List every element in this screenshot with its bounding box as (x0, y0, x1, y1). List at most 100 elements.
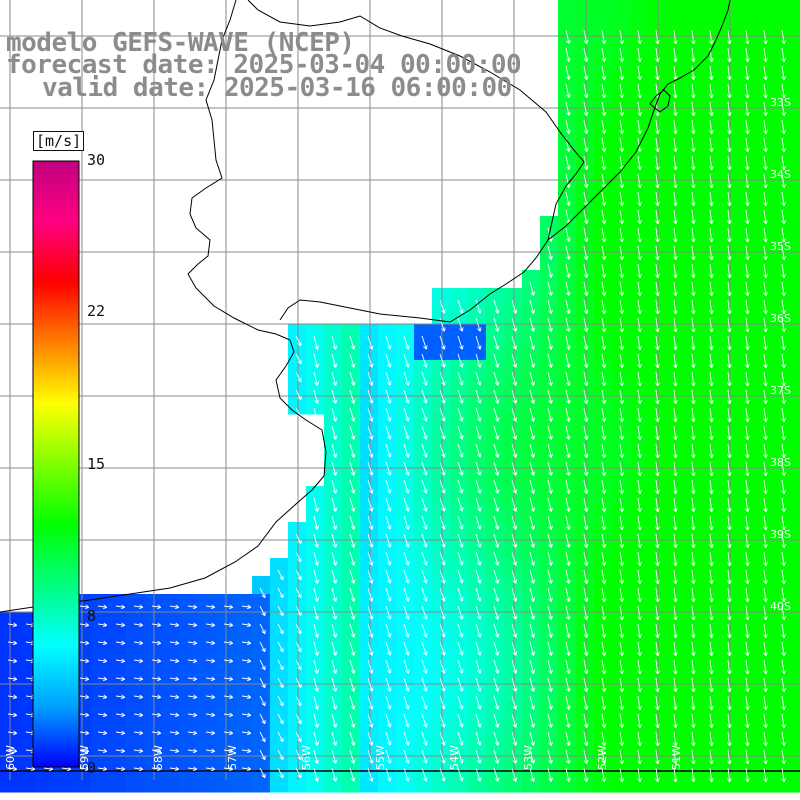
wind-speed-cell (414, 540, 433, 559)
wind-speed-cell (324, 684, 343, 703)
wind-arrow (691, 533, 696, 549)
wind-arrow (727, 533, 732, 549)
wind-arrow (385, 605, 392, 620)
wind-arrow (583, 677, 589, 693)
wind-arrow (403, 533, 410, 548)
wind-arrow (403, 587, 410, 602)
lon-label: 55W (374, 745, 387, 770)
wind-arrow (313, 605, 319, 620)
wind-speed-cell (738, 378, 757, 397)
wind-arrow (637, 389, 642, 405)
wind-arrow (708, 569, 714, 585)
wind-arrow (763, 695, 768, 711)
wind-speed-cell (396, 774, 415, 793)
wind-speed-cell (594, 666, 613, 685)
wind-speed-cell (666, 396, 685, 415)
wind-arrow (547, 767, 553, 782)
wind-arrow (727, 623, 732, 639)
wind-speed-cell (738, 252, 757, 271)
wind-arrow (583, 29, 589, 45)
wind-speed-cell (702, 756, 721, 775)
wind-arrow (547, 353, 553, 368)
wind-arrow (745, 425, 750, 441)
wind-arrow (727, 677, 732, 693)
wind-speed-cell (144, 684, 163, 703)
wind-arrow (439, 695, 446, 710)
wind-speed-cell (468, 774, 487, 793)
wind-speed-cell (468, 432, 487, 451)
wind-arrow (241, 748, 252, 754)
wind-arrow (7, 748, 18, 754)
wind-arrow (601, 245, 607, 261)
wind-arrow (781, 497, 786, 513)
wind-arrow (781, 425, 786, 441)
wind-speed-cell (774, 504, 793, 523)
wind-arrow (727, 497, 732, 513)
wind-arrow (421, 497, 428, 512)
wind-speed-cell (774, 0, 793, 19)
wind-speed-cell (324, 702, 343, 721)
wind-speed-cell (702, 702, 721, 721)
wind-speed-cell (486, 360, 505, 379)
wind-arrow (439, 389, 446, 404)
wind-speed-cell (612, 72, 631, 91)
wind-speed-cell (126, 684, 145, 703)
wind-arrow (727, 731, 732, 747)
wind-speed-cell (684, 90, 703, 109)
wind-speed-cell (288, 558, 307, 577)
wind-arrow (745, 659, 750, 675)
wind-arrow (565, 659, 571, 674)
wind-arrow (421, 389, 428, 404)
wind-speed-cell (630, 18, 649, 37)
wind-arrow (655, 443, 660, 459)
wind-speed-cell (630, 558, 649, 577)
wind-speed-cell (450, 486, 469, 505)
wind-speed-cell (468, 396, 487, 415)
wind-speed-cell (792, 360, 800, 379)
wind-arrow (708, 443, 714, 459)
wind-speed-cell (342, 630, 361, 649)
wind-arrow (277, 659, 284, 671)
wind-speed-cell (792, 0, 800, 19)
wind-speed-cell (90, 648, 109, 667)
wind-arrow (745, 533, 750, 549)
wind-arrow (403, 443, 410, 458)
wind-arrow (493, 641, 500, 656)
wind-speed-cell (360, 576, 379, 595)
wind-speed-cell (576, 720, 595, 739)
wind-arrow (583, 569, 589, 585)
wind-speed-cell (216, 594, 235, 613)
wind-speed-cell (756, 198, 775, 217)
wind-arrow (295, 731, 302, 743)
wind-arrow (331, 425, 338, 440)
wind-arrow (601, 83, 607, 99)
wind-speed-cell (576, 288, 595, 307)
wind-arrow (529, 479, 535, 494)
wind-speed-cell (684, 360, 703, 379)
colorbar (32, 160, 80, 768)
wind-arrow (421, 641, 428, 656)
wind-speed-cell (630, 234, 649, 253)
wind-arrow (673, 263, 678, 279)
wind-arrow (637, 515, 642, 531)
wind-speed-cell (486, 684, 505, 703)
wind-speed-cell (504, 324, 523, 343)
wind-arrow (708, 731, 714, 747)
wind-speed-cell (252, 630, 271, 649)
wind-speed-cell (774, 234, 793, 253)
wind-speed-cell (234, 648, 253, 667)
wind-arrow (385, 587, 392, 602)
wind-speed-cell (450, 774, 469, 793)
wind-arrow (565, 695, 571, 710)
wind-speed-cell (594, 288, 613, 307)
wind-speed-cell (648, 630, 667, 649)
wind-speed-cell (324, 324, 343, 343)
wind-speed-cell (558, 54, 577, 73)
wind-speed-cell (720, 216, 739, 235)
wind-speed-cell (90, 774, 109, 793)
wind-speed-cell (558, 630, 577, 649)
wind-arrow (601, 371, 607, 387)
wind-speed-cell (684, 468, 703, 487)
wind-speed-cell (666, 180, 685, 199)
wind-speed-cell (684, 522, 703, 541)
